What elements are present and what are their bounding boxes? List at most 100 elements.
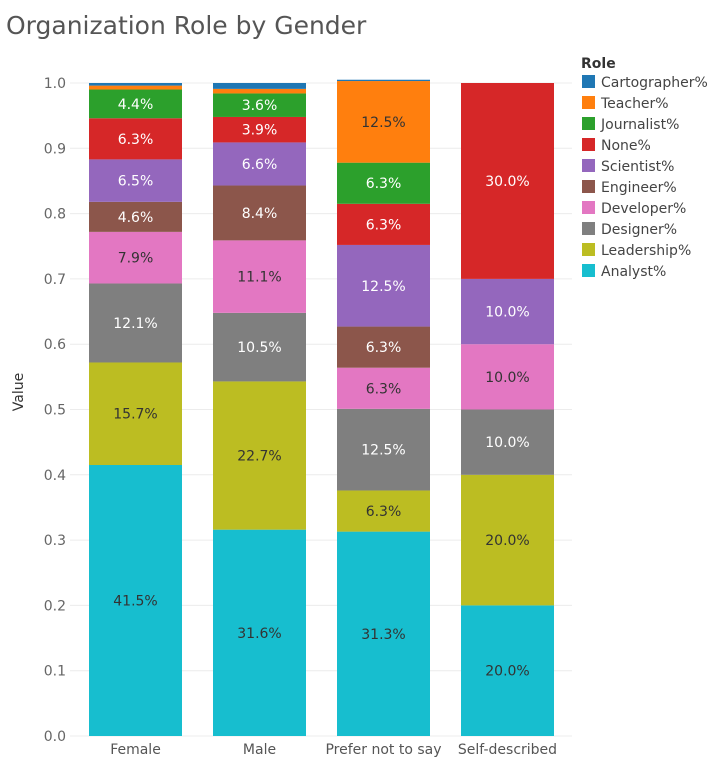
data-label: 10.0% [485,435,529,451]
bar-segment [213,142,306,186]
data-label: 6.6% [242,157,278,173]
y-tick-label: 0.2 [44,598,66,614]
legend-swatch [582,243,595,256]
bar-segment [89,89,182,119]
y-tick-label: 0.9 [44,141,66,157]
data-label: 12.5% [361,115,405,131]
x-tick-label: Female [110,742,161,758]
data-label: 15.7% [113,407,157,423]
legend-swatch [582,264,595,277]
legend-swatch [582,180,595,193]
legend-swatch [582,138,595,151]
bar-segment [461,474,554,606]
y-tick-label: 0.1 [44,664,66,680]
bar-segment [213,93,306,117]
bar-segment [213,312,306,382]
bar-segment [89,201,182,232]
bar-segment [337,367,430,409]
data-label: 30.0% [485,174,529,190]
y-axis-ticks: 0.0 0.1 0.2 0.3 0.4 0.5 0.6 0.7 0.8 0.9 1.0 [44,76,66,745]
x-tick-label: Self-described [458,742,557,758]
bar-segment [89,283,182,363]
data-label: 31.6% [237,626,281,642]
bar-segment [461,83,554,279]
legend-swatch [582,222,595,235]
legend-swatch [582,159,595,172]
legend-title: Role [581,56,616,72]
legend-entry: Analyst% [601,264,666,280]
y-tick-label: 0.5 [44,403,66,419]
data-label: 4.6% [118,210,154,226]
data-label: 6.3% [366,340,402,356]
chart-title: Organization Role by Gender [6,11,367,40]
y-tick-label: 0.7 [44,272,66,288]
bar-segment [89,231,182,284]
y-tick-label: 0.6 [44,337,66,353]
bar-segment [89,85,182,90]
bar-segment [461,278,554,345]
data-label: 20.0% [485,533,529,549]
bar-segment [89,362,182,466]
legend-entry: Engineer% [601,180,677,196]
data-label: 6.3% [366,217,402,233]
legend-swatch [582,75,595,88]
bar-segment [337,81,430,163]
legend-swatch [582,117,595,130]
bar-segment [337,162,430,204]
bar-segment [461,605,554,736]
bar-segment [213,381,306,530]
legend-swatch [582,96,595,109]
legend-entry: Teacher% [600,96,669,112]
data-label: 10.0% [485,370,529,386]
data-label: 6.3% [118,132,154,148]
bar-segment [213,83,306,89]
legend: Role Cartographer% Teacher% Journalist% Non… [581,56,708,280]
data-label: 6.3% [366,176,402,192]
bar-segment [337,531,430,736]
data-label: 3.9% [242,123,278,139]
data-label: 10.5% [237,340,281,356]
data-label: 7.9% [118,251,154,267]
data-label: 12.1% [113,316,157,332]
bar-segment [213,88,306,94]
data-label: 12.5% [361,443,405,459]
bar-segment [213,116,306,143]
bar-segment [213,529,306,736]
bar-segment [337,408,430,491]
bar-segment [89,159,182,202]
legend-entry: Scientist% [601,159,674,175]
bar-segment [337,244,430,327]
y-tick-label: 0.3 [44,533,66,549]
data-label: 12.5% [361,279,405,295]
bar-segment [461,344,554,410]
y-tick-label: 0.8 [44,207,66,223]
y-tick-label: 1.0 [44,76,66,92]
bar-segment [337,326,430,368]
data-label: 6.5% [118,174,154,190]
data-label: 3.6% [242,98,278,114]
y-axis-label: Value [11,373,27,411]
x-tick-label: Male [243,742,276,758]
data-label: 22.7% [237,449,281,465]
legend-entry: None% [601,138,651,154]
y-tick-label: 0.4 [44,468,66,484]
legend-entry: Developer% [601,201,686,217]
data-label: 20.0% [485,664,529,680]
legend-entry: Leadership% [601,243,691,259]
x-axis-ticks: Female Male Prefer not to say Self-describe… [110,742,557,758]
bar-segment [337,203,430,245]
data-label: 31.3% [361,627,405,643]
bar-segment [461,409,554,475]
legend-entry: Designer% [601,222,677,238]
bars: 41.5% 15.7% 12.1% 7.9% 4.6% 6.5% 6.3% 4.4% 31.6%… [89,79,554,736]
data-label: 6.3% [366,381,402,397]
data-label: 4.4% [118,97,154,113]
legend-entry: Journalist% [600,117,679,133]
bar-segment [213,240,306,313]
bar-segment [337,79,430,82]
bar-segment [89,83,182,86]
data-label: 11.1% [237,270,281,286]
data-label: 8.4% [242,206,278,222]
x-tick-label: Prefer not to say [325,742,441,758]
